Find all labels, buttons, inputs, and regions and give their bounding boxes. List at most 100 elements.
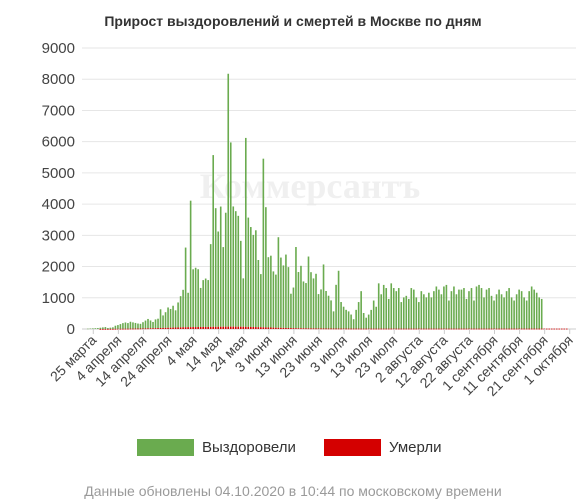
bar-died[interactable] xyxy=(270,327,272,330)
bar-died[interactable] xyxy=(480,328,483,330)
bar-recovered[interactable] xyxy=(97,328,99,329)
bar-recovered[interactable] xyxy=(425,297,428,329)
bar-died[interactable] xyxy=(182,327,184,329)
bar-recovered[interactable] xyxy=(192,269,194,328)
bar-recovered[interactable] xyxy=(468,291,470,329)
bar-died[interactable] xyxy=(257,327,260,329)
bar-recovered[interactable] xyxy=(290,293,292,329)
bar-recovered[interactable] xyxy=(495,294,498,329)
bar-died[interactable] xyxy=(563,328,566,330)
bar-recovered[interactable] xyxy=(157,318,159,329)
bar-died[interactable] xyxy=(345,328,347,330)
bar-recovered[interactable] xyxy=(307,256,310,329)
bar-recovered[interactable] xyxy=(300,265,302,329)
bar-died[interactable] xyxy=(337,328,340,330)
bar-died[interactable] xyxy=(560,328,563,330)
bar-recovered[interactable] xyxy=(400,302,403,329)
bar-recovered[interactable] xyxy=(302,281,305,329)
bar-recovered[interactable] xyxy=(488,288,490,329)
bar-died[interactable] xyxy=(112,328,114,330)
bar-died[interactable] xyxy=(252,327,255,329)
bar-recovered[interactable] xyxy=(250,227,252,327)
bar-recovered[interactable] xyxy=(129,321,132,329)
bar-died[interactable] xyxy=(402,328,405,330)
bar-died[interactable] xyxy=(154,328,157,329)
bar-recovered[interactable] xyxy=(194,267,197,328)
bar-recovered[interactable] xyxy=(485,289,488,329)
bar-died[interactable] xyxy=(535,328,538,330)
bar-died[interactable] xyxy=(159,328,162,329)
bar-died[interactable] xyxy=(400,328,403,330)
bar-recovered[interactable] xyxy=(247,217,250,327)
bar-died[interactable] xyxy=(555,328,558,330)
legend-item-died[interactable]: Умерли xyxy=(324,437,441,457)
bar-recovered[interactable] xyxy=(460,289,463,329)
bar-recovered[interactable] xyxy=(440,294,443,329)
bar-died[interactable] xyxy=(267,327,270,329)
bar-died[interactable] xyxy=(209,326,212,329)
bar-died[interactable] xyxy=(405,328,408,330)
bar-died[interactable] xyxy=(413,328,415,330)
bar-recovered[interactable] xyxy=(187,292,189,328)
bar-died[interactable] xyxy=(375,328,377,330)
bar-died[interactable] xyxy=(224,326,227,329)
bar-recovered[interactable] xyxy=(169,308,172,328)
bar-died[interactable] xyxy=(212,326,215,329)
bar-recovered[interactable] xyxy=(244,137,247,327)
bar-recovered[interactable] xyxy=(382,284,385,329)
bar-died[interactable] xyxy=(327,328,330,330)
bar-recovered[interactable] xyxy=(232,206,235,327)
bar-died[interactable] xyxy=(347,328,350,330)
bar-recovered[interactable] xyxy=(239,240,242,327)
bar-recovered[interactable] xyxy=(407,298,410,329)
bar-died[interactable] xyxy=(478,328,480,330)
bar-died[interactable] xyxy=(520,328,523,330)
bar-died[interactable] xyxy=(380,328,383,330)
bar-recovered[interactable] xyxy=(134,322,137,329)
bar-died[interactable] xyxy=(124,328,127,330)
bar-recovered[interactable] xyxy=(387,298,390,329)
bar-recovered[interactable] xyxy=(99,327,102,329)
bar-recovered[interactable] xyxy=(365,317,367,329)
bar-recovered[interactable] xyxy=(475,286,478,329)
bar-died[interactable] xyxy=(109,328,112,330)
bar-died[interactable] xyxy=(137,328,139,330)
bar-recovered[interactable] xyxy=(453,286,455,329)
bar-recovered[interactable] xyxy=(535,292,538,329)
bar-recovered[interactable] xyxy=(355,309,357,329)
bar-died[interactable] xyxy=(285,327,287,329)
bar-died[interactable] xyxy=(162,327,164,329)
bar-recovered[interactable] xyxy=(317,294,320,329)
bar-died[interactable] xyxy=(260,327,262,329)
bar-died[interactable] xyxy=(505,328,508,330)
bar-recovered[interactable] xyxy=(204,278,207,327)
bar-recovered[interactable] xyxy=(305,283,307,329)
bar-recovered[interactable] xyxy=(112,327,114,329)
bar-died[interactable] xyxy=(169,327,172,329)
bar-recovered[interactable] xyxy=(174,310,177,328)
bar-died[interactable] xyxy=(134,328,137,330)
bar-died[interactable] xyxy=(500,328,503,330)
bar-recovered[interactable] xyxy=(275,274,277,328)
bar-recovered[interactable] xyxy=(540,298,543,329)
bar-recovered[interactable] xyxy=(415,297,418,329)
bar-recovered[interactable] xyxy=(357,302,360,329)
bar-recovered[interactable] xyxy=(490,295,493,329)
bar-died[interactable] xyxy=(387,328,390,330)
bar-died[interactable] xyxy=(305,328,307,330)
bar-died[interactable] xyxy=(485,328,488,330)
bar-recovered[interactable] xyxy=(430,297,433,329)
bar-recovered[interactable] xyxy=(222,247,225,327)
bar-recovered[interactable] xyxy=(277,237,280,328)
bar-died[interactable] xyxy=(357,328,360,330)
bar-recovered[interactable] xyxy=(260,274,262,328)
bar-died[interactable] xyxy=(247,326,250,329)
bar-died[interactable] xyxy=(310,328,312,330)
bar-recovered[interactable] xyxy=(498,289,500,329)
bar-recovered[interactable] xyxy=(162,315,164,328)
bar-recovered[interactable] xyxy=(362,313,365,329)
bar-died[interactable] xyxy=(365,328,367,330)
bar-died[interactable] xyxy=(355,328,357,330)
bar-recovered[interactable] xyxy=(262,158,265,328)
bar-died[interactable] xyxy=(199,326,202,329)
